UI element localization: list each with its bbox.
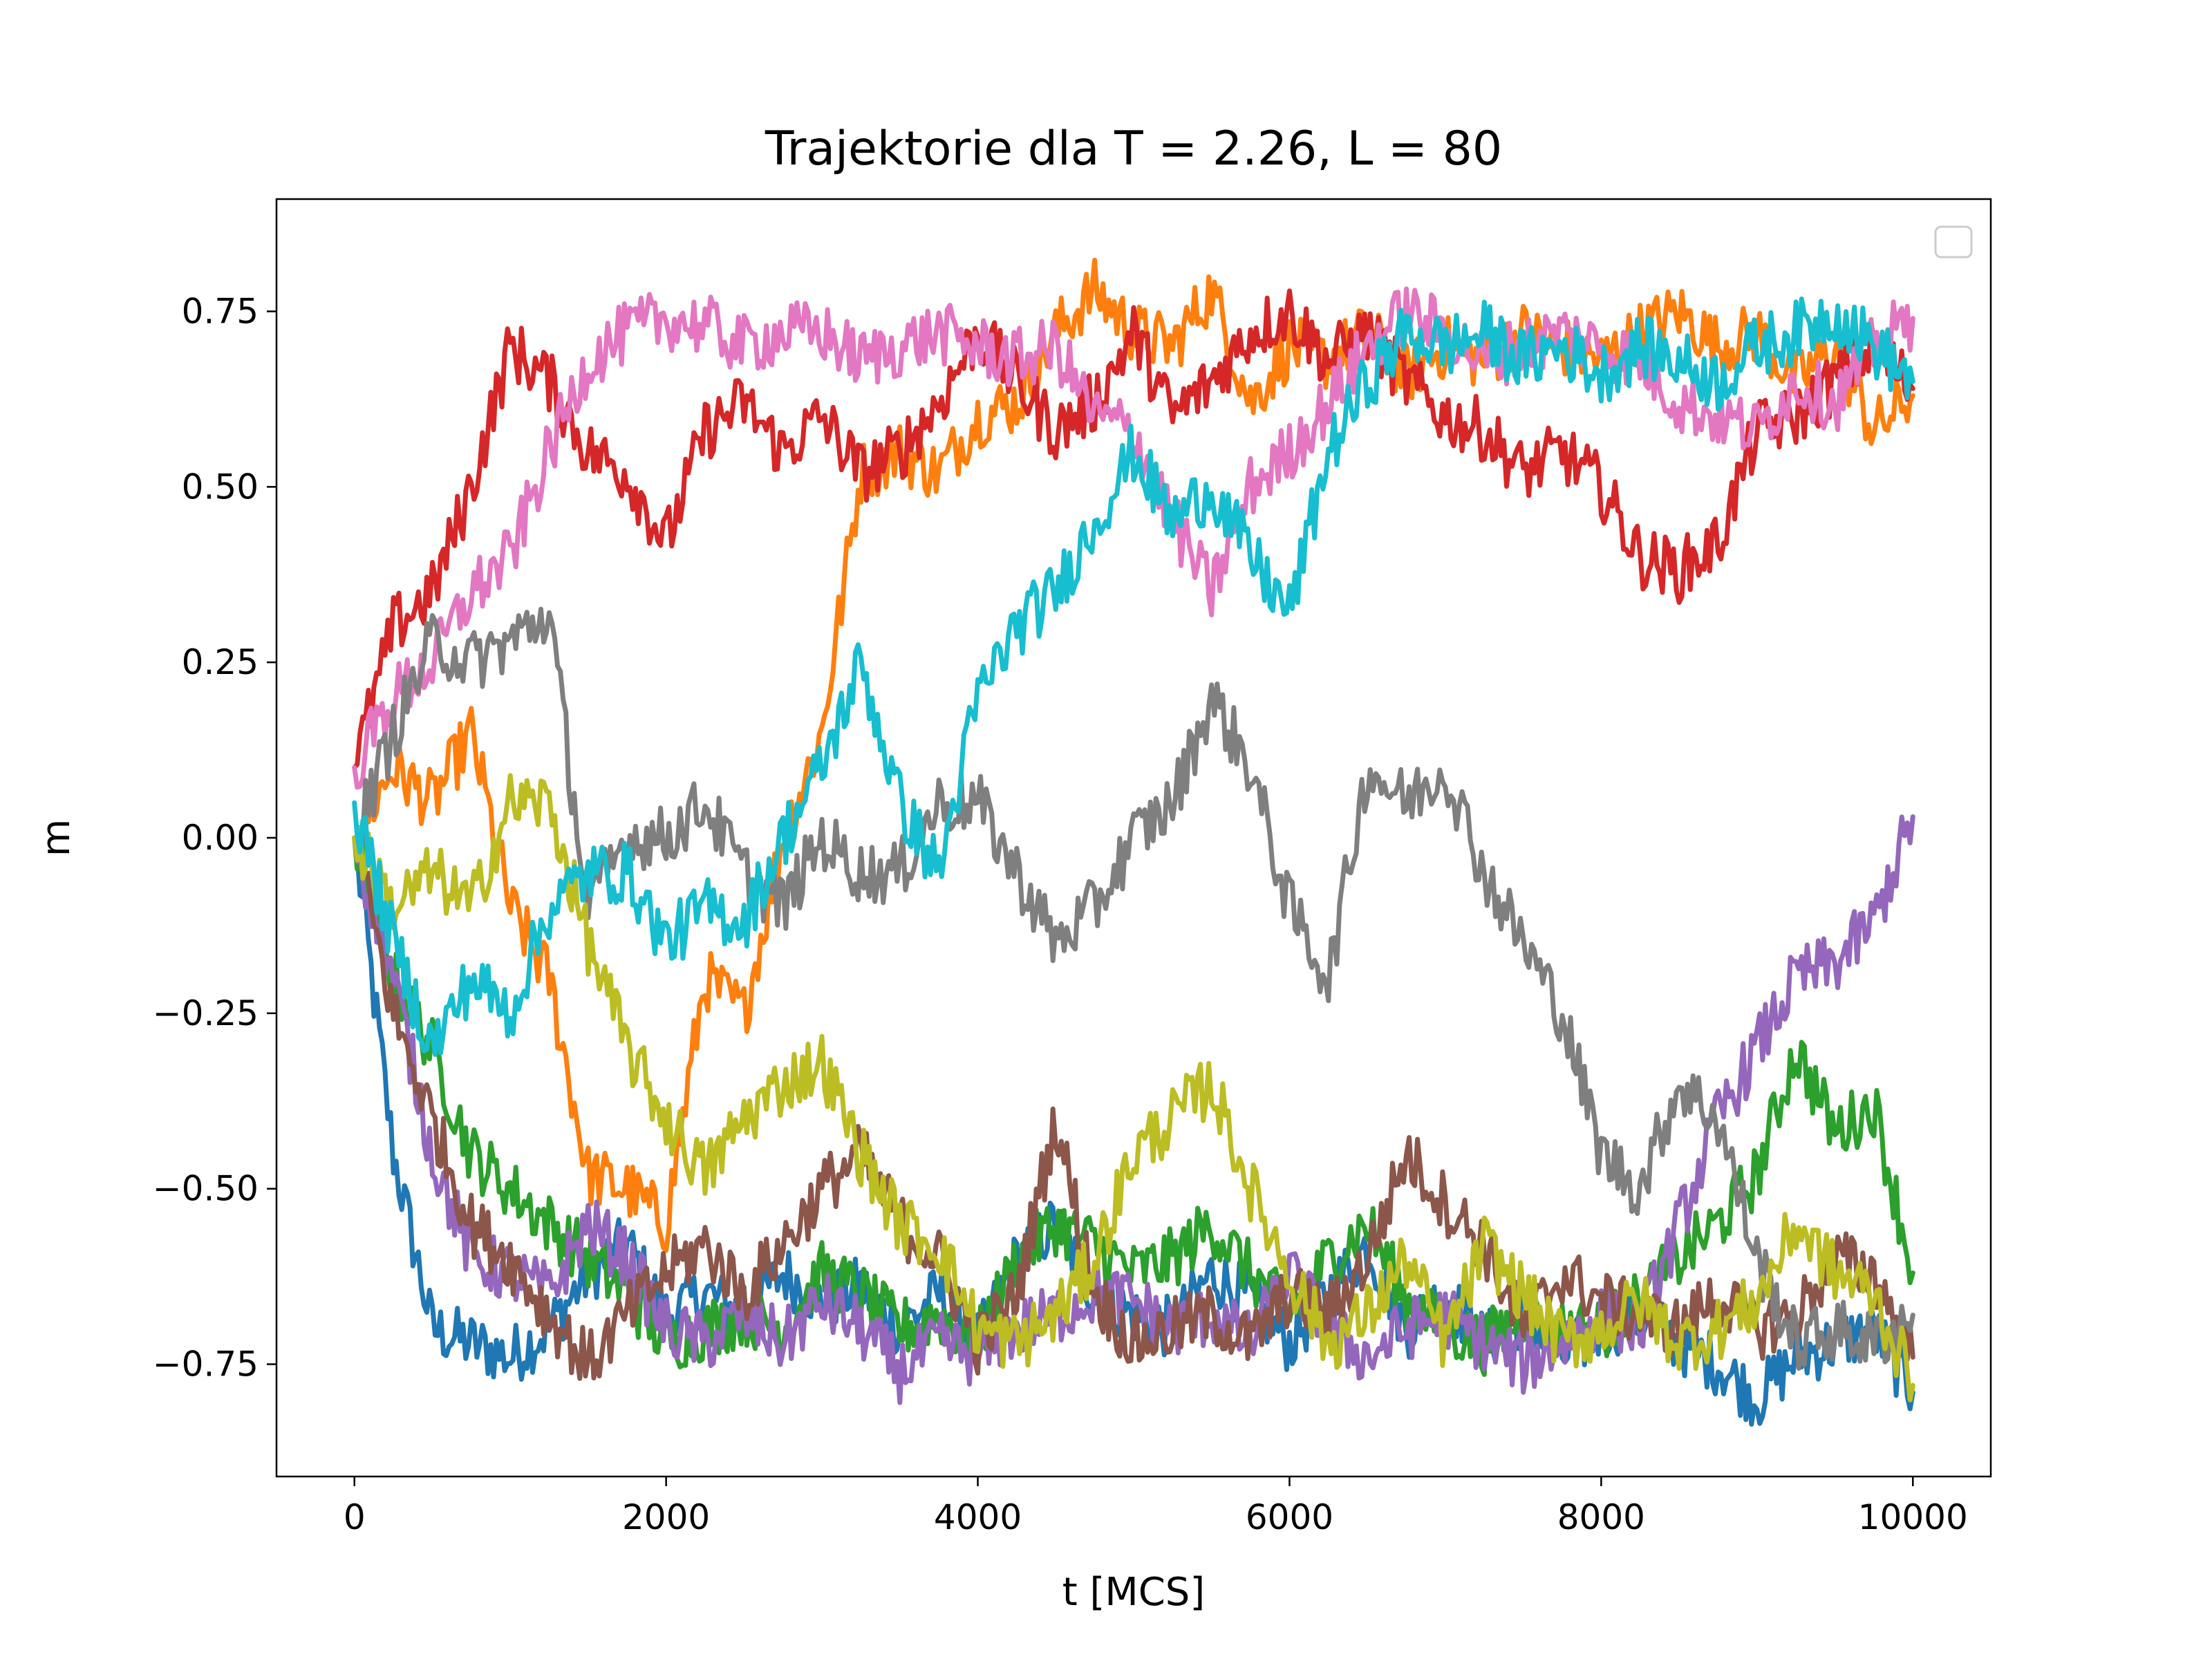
- y-tick-label: −0.25: [153, 993, 259, 1033]
- x-tick-label: 10000: [1858, 1497, 1968, 1537]
- series-line-8: [352, 606, 1915, 1371]
- y-axis-ticks: −0.75 −0.50 −0.25 0.00 0.25 0.50 0.75: [153, 291, 276, 1385]
- series-line-4: [352, 288, 1915, 770]
- y-tick-label: −0.50: [153, 1169, 259, 1209]
- y-tick-label: 0.00: [182, 818, 259, 858]
- chart-title: Trajektorie dla T = 2.26, L = 80: [765, 122, 1502, 176]
- y-tick-label: 0.25: [182, 642, 259, 682]
- series-line-9: [352, 773, 1915, 1403]
- x-tick-label: 2000: [622, 1497, 710, 1537]
- x-tick-label: 6000: [1246, 1497, 1333, 1537]
- series-layer: [352, 257, 1915, 1427]
- series-line-5: [352, 814, 1915, 1405]
- x-tick-label: 8000: [1557, 1497, 1645, 1537]
- y-tick-label: −0.75: [153, 1344, 259, 1385]
- y-tick-label: 0.50: [182, 467, 259, 507]
- x-axis-ticks: 0 2000 4000 6000 8000 10000: [344, 1477, 1968, 1537]
- series-line-10: [352, 297, 1915, 1057]
- x-axis-label: t [MCS]: [1062, 1570, 1205, 1615]
- y-axis-label: m: [34, 819, 79, 857]
- legend-box: [1934, 225, 1973, 259]
- y-tick-label: 0.75: [182, 291, 259, 331]
- x-tick-label: 4000: [934, 1497, 1022, 1537]
- x-tick-label: 0: [344, 1497, 366, 1537]
